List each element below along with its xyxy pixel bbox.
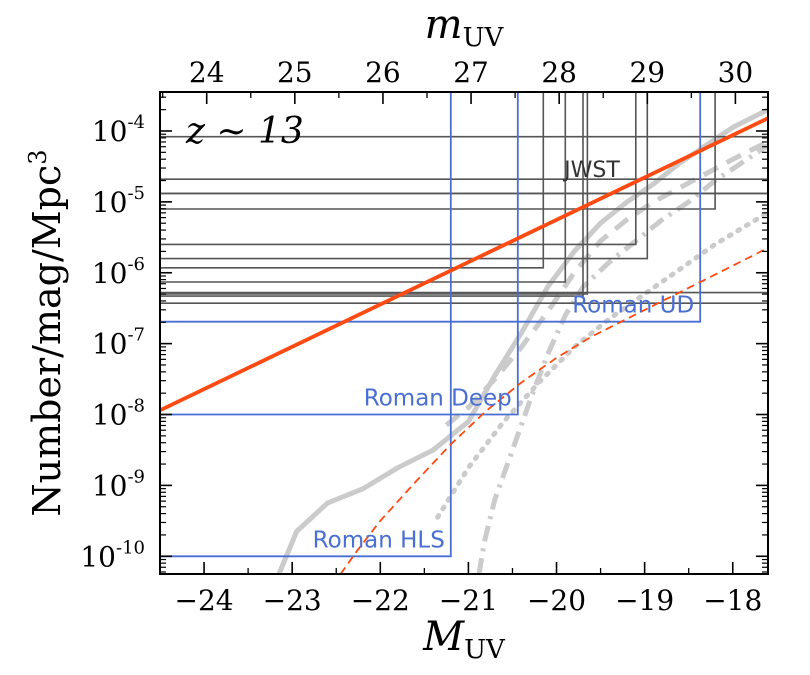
jwst-limit-8 xyxy=(160,92,768,138)
jwst-limit-9 xyxy=(160,92,768,180)
top-axis-label-sub: UV xyxy=(463,23,505,53)
y-tick-base: 10 xyxy=(80,540,116,573)
jwst-limit-11 xyxy=(160,92,768,294)
x-tick-label: −23 xyxy=(263,584,322,617)
in-plot-labels: Roman HLS Roman Deep Roman UD JWST xyxy=(313,158,695,553)
x-tick-label: −18 xyxy=(703,584,762,617)
top-tick-label: 28 xyxy=(541,56,577,89)
series-gray-dashed xyxy=(444,139,768,428)
series-gray-dotted xyxy=(435,210,768,520)
jwst-limit-2 xyxy=(160,92,584,297)
x-tick-label: −24 xyxy=(175,584,234,617)
x-axis-label: MUV xyxy=(422,614,506,665)
jwst-limit-12 xyxy=(160,92,768,305)
y-tick-exponent: -7 xyxy=(127,325,145,346)
roman-survey-label: Roman Deep xyxy=(364,386,512,412)
y-tick-exponent: -6 xyxy=(127,254,145,275)
y-tick-base: 10 xyxy=(92,257,128,290)
jwst-limit-0 xyxy=(160,92,545,269)
redshift-annotation: z ∼ 13 xyxy=(185,111,304,152)
top-tick-label: 27 xyxy=(453,56,489,89)
jwst-limit-1 xyxy=(160,92,567,283)
y-tick-label: 10-8 xyxy=(92,396,145,432)
y-tick-label: 10-6 xyxy=(92,254,145,290)
top-tick-label: 29 xyxy=(629,56,665,89)
jwst-limit-3 xyxy=(160,92,589,295)
jwst-limit-boxes xyxy=(160,92,768,305)
y-tick-label: 10-4 xyxy=(92,112,145,148)
x-tick-label: −19 xyxy=(615,584,674,617)
y-tick-exponent: -8 xyxy=(127,396,145,417)
roman-survey-label: Roman UD xyxy=(572,293,694,319)
y-axis-label-sup: 3 xyxy=(24,149,52,164)
y-tick-base: 10 xyxy=(92,469,128,502)
x-axis-label-sub: UV xyxy=(464,635,506,665)
model-curves xyxy=(160,116,768,574)
y-tick-label: 10-7 xyxy=(92,325,145,361)
y-tick-exponent: -4 xyxy=(127,112,145,133)
top-tick-label: 30 xyxy=(718,56,754,89)
series-model-solid xyxy=(160,116,768,413)
top-tick-label: 26 xyxy=(365,56,401,89)
x-axis-label-main: M xyxy=(422,614,465,660)
x-tick-label: −22 xyxy=(351,584,410,617)
jwst-limit-10 xyxy=(160,92,768,195)
y-tick-exponent: -10 xyxy=(116,537,145,558)
y-tick-exponent: -5 xyxy=(127,183,145,204)
x-tick-label: −20 xyxy=(527,584,586,617)
roman-limit-1 xyxy=(160,92,519,416)
plot-frame xyxy=(159,91,769,575)
y-tick-base: 10 xyxy=(92,328,128,361)
top-axis-label: mUV xyxy=(425,2,505,53)
jwst-limit-6 xyxy=(160,92,716,210)
y-tick-base: 10 xyxy=(92,186,128,219)
top-tick-label: 25 xyxy=(277,56,313,89)
y-tick-label: 10-9 xyxy=(92,466,145,502)
jwst-limit-5 xyxy=(160,92,649,260)
top-axis-label-main: m xyxy=(425,2,463,48)
y-axis-label-main: Number/mag/Mpc xyxy=(25,165,69,517)
roman-survey-label: Roman HLS xyxy=(313,527,445,553)
y-tick-exponent: -9 xyxy=(127,466,145,487)
jwst-limit-4 xyxy=(160,92,637,246)
top-tick-label: 24 xyxy=(189,56,225,89)
roman-limit-0 xyxy=(160,92,452,558)
y-axis-label: Number/mag/Mpc3 xyxy=(24,149,69,516)
jwst-label: JWST xyxy=(562,158,620,183)
y-tick-base: 10 xyxy=(92,399,128,432)
y-tick-label: 10-5 xyxy=(92,183,145,219)
y-tick-label: 10-10 xyxy=(80,537,145,573)
series-model-dashed xyxy=(339,247,768,574)
x-tick-label: −21 xyxy=(439,584,498,617)
y-tick-base: 10 xyxy=(92,115,128,148)
